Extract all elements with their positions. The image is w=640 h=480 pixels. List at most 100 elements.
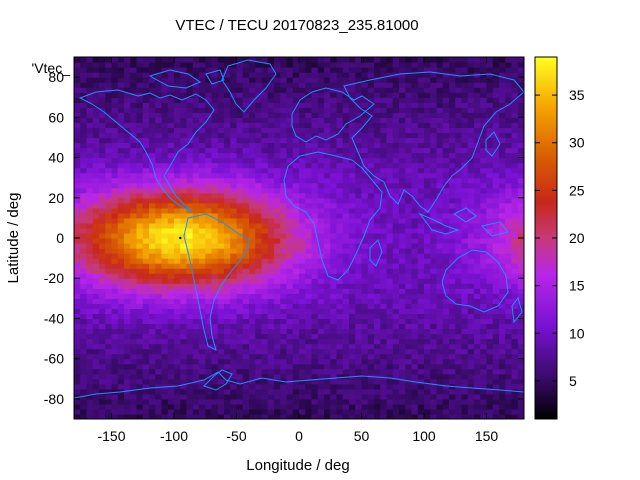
heatmap-cell: [186, 313, 194, 320]
heatmap-cell: [249, 197, 256, 204]
heatmap-cell: [174, 343, 181, 350]
heatmap-cell: [249, 293, 256, 299]
heatmap-cell: [330, 318, 338, 325]
heatmap-cell: [449, 253, 456, 259]
heatmap-cell: [461, 72, 469, 78]
heatmap-cell: [124, 112, 131, 118]
heatmap-cell: [167, 308, 175, 315]
heatmap-cell: [355, 243, 363, 249]
heatmap-cell: [136, 328, 144, 335]
heatmap-cell: [349, 217, 356, 224]
heatmap-cell: [261, 263, 269, 269]
heatmap-cell: [192, 363, 200, 370]
heatmap-cell: [467, 202, 475, 209]
heatmap-cell: [149, 167, 156, 174]
heatmap-cell: [199, 77, 206, 83]
heatmap-cell: [317, 298, 325, 304]
heatmap-cell: [292, 273, 300, 279]
heatmap-cell: [249, 127, 256, 134]
heatmap-cell: [199, 147, 206, 154]
heatmap-cell: [424, 298, 431, 304]
heatmap-cell: [461, 187, 469, 194]
heatmap-cell: [255, 152, 263, 159]
heatmap-cell: [411, 353, 419, 360]
heatmap-cell: [299, 398, 306, 405]
heatmap-cell: [486, 97, 494, 103]
heatmap-cell: [305, 383, 313, 390]
heatmap-cell: [292, 333, 300, 340]
heatmap-cell: [467, 162, 475, 169]
heatmap-cell: [349, 152, 356, 159]
heatmap-cell: [474, 57, 481, 63]
heatmap-cell: [211, 107, 219, 113]
heatmap-cell: [80, 147, 88, 154]
heatmap-cell: [499, 288, 506, 294]
heatmap-cell: [299, 388, 306, 395]
heatmap-cell: [149, 142, 156, 149]
heatmap-cell: [480, 388, 488, 395]
heatmap-cell: [136, 318, 144, 325]
heatmap-cell: [480, 137, 488, 144]
heatmap-cell: [455, 142, 463, 149]
heatmap-cell: [430, 137, 438, 144]
heatmap-cell: [211, 363, 219, 370]
heatmap-cell: [105, 202, 113, 209]
heatmap-cell: [417, 388, 425, 395]
heatmap-cell: [405, 147, 413, 154]
heatmap-cell: [186, 142, 194, 149]
heatmap-cell: [230, 187, 238, 194]
heatmap-cell: [224, 157, 231, 164]
heatmap-cell: [480, 172, 488, 179]
heatmap-cell: [492, 393, 500, 400]
heatmap-cell: [349, 92, 356, 98]
heatmap-cell: [192, 172, 200, 179]
heatmap-cell: [274, 333, 281, 340]
heatmap-cell: [267, 197, 275, 204]
heatmap-cell: [474, 273, 481, 279]
heatmap-cell: [92, 283, 100, 289]
heatmap-cell: [192, 202, 200, 209]
heatmap-cell: [480, 343, 488, 350]
heatmap-cell: [167, 172, 175, 179]
heatmap-cell: [149, 293, 156, 299]
heatmap-cell: [405, 393, 413, 400]
heatmap-cell: [99, 333, 106, 340]
heatmap-cell: [386, 187, 394, 194]
heatmap-cell: [92, 57, 100, 63]
heatmap-cell: [117, 303, 125, 309]
heatmap-cell: [155, 162, 163, 169]
heatmap-cell: [124, 323, 131, 330]
heatmap-cell: [149, 328, 156, 335]
heatmap-cell: [174, 227, 181, 234]
heatmap-cell: [399, 253, 406, 259]
heatmap-cell: [280, 333, 288, 340]
heatmap-cell: [417, 207, 425, 214]
heatmap-cell: [99, 77, 106, 83]
heatmap-cell: [499, 253, 506, 259]
heatmap-cell: [392, 283, 400, 289]
heatmap-cell: [167, 243, 175, 249]
heatmap-cell: [142, 77, 150, 83]
heatmap-cell: [480, 248, 488, 254]
heatmap-cell: [442, 162, 450, 169]
heatmap-cell: [449, 187, 456, 194]
heatmap-cell: [274, 197, 281, 204]
heatmap-cell: [492, 388, 500, 395]
heatmap-cell: [92, 338, 100, 345]
heatmap-cell: [380, 62, 388, 68]
heatmap-cell: [155, 222, 163, 229]
heatmap-cell: [336, 278, 344, 284]
heatmap-cell: [105, 338, 113, 345]
heatmap-cell: [367, 338, 375, 345]
heatmap-cell: [105, 147, 113, 154]
heatmap-cell: [230, 67, 238, 73]
heatmap-cell: [505, 343, 513, 350]
heatmap-cell: [199, 107, 206, 113]
heatmap-cell: [105, 323, 113, 330]
heatmap-cell: [311, 253, 319, 259]
heatmap-cell: [355, 102, 363, 108]
heatmap-cell: [374, 403, 381, 410]
heatmap-cell: [505, 303, 513, 309]
heatmap-cell: [411, 373, 419, 380]
heatmap-cell: [474, 152, 481, 159]
